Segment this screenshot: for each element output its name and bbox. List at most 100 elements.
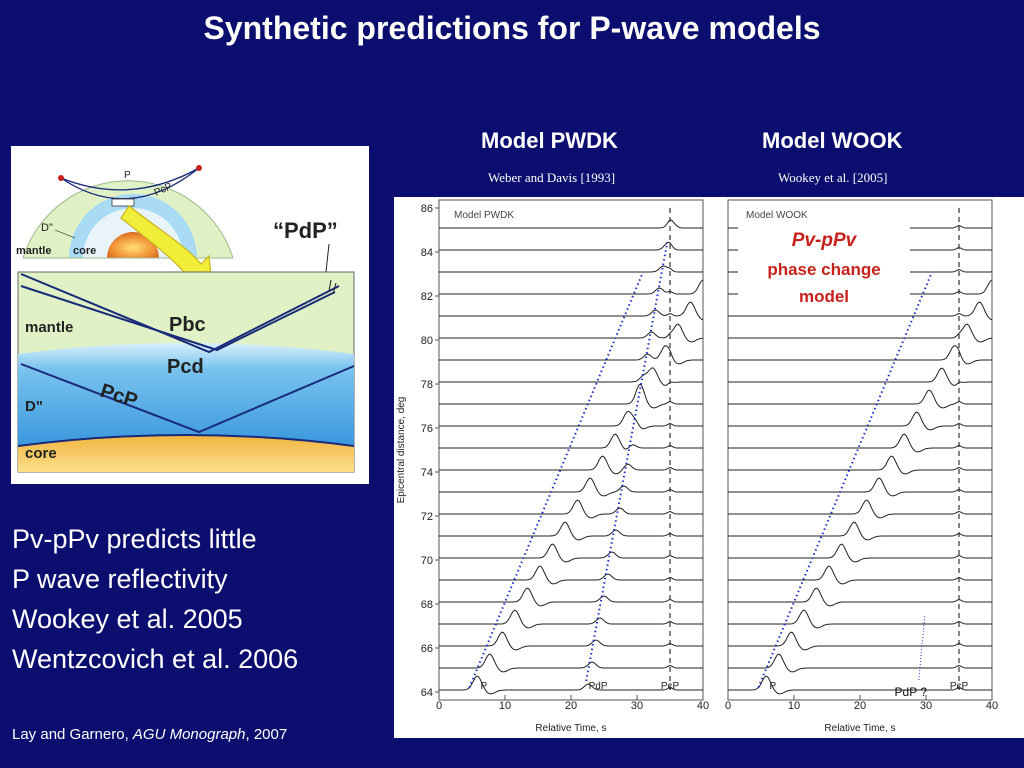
phase-label-pwdk: PdP bbox=[589, 681, 608, 692]
seismogram-trace-pwdk bbox=[439, 433, 703, 450]
seismogram-trace-pwdk bbox=[439, 675, 703, 695]
y-tick-label-pwdk: 66 bbox=[421, 643, 433, 655]
x-tick-label-wook: 10 bbox=[788, 700, 800, 712]
seismogram-trace-wook bbox=[728, 631, 992, 651]
x-tick-label-wook: 40 bbox=[986, 700, 998, 712]
seismogram-trace-wook bbox=[728, 521, 992, 541]
phase-label-pwdk: P bbox=[481, 681, 488, 692]
x-axis-label-pwdk: Relative Time, s bbox=[535, 723, 606, 734]
seismogram-trace-wook bbox=[728, 543, 992, 563]
seismogram-trace-pwdk bbox=[439, 521, 703, 541]
model-wook-cite: Wookey et al. [2005] bbox=[778, 170, 888, 185]
pdp-quoted-label: “PdP” bbox=[273, 218, 338, 243]
big-label-core: core bbox=[25, 445, 57, 462]
seismogram-trace-wook bbox=[728, 653, 992, 673]
big-label-d2: D" bbox=[25, 398, 43, 415]
inner-title-bg-wook bbox=[742, 206, 834, 220]
annotation-line-3: model bbox=[799, 287, 849, 306]
p-phase-dotted-line-pwdk bbox=[468, 271, 644, 688]
slide-title: Synthetic predictions for P-wave models bbox=[203, 10, 821, 46]
seismogram-trace-wook bbox=[728, 367, 992, 386]
y-axis-label: Epicentral distance, deg bbox=[396, 397, 407, 504]
seismogram-trace-wook bbox=[728, 675, 992, 695]
p-phase-dotted-line-wook bbox=[757, 271, 933, 688]
inner-title-wook: Model WOOK bbox=[746, 210, 808, 221]
seismogram-trace-pwdk bbox=[439, 543, 703, 563]
seismogram-trace-pwdk bbox=[439, 219, 703, 229]
inner-title-pwdk: Model PWDK bbox=[454, 210, 514, 221]
small-label-core: core bbox=[73, 245, 96, 257]
y-tick-label-pwdk: 72 bbox=[421, 511, 433, 523]
record-section-svg: Model PWDK 0 10 20 30 40 Relative Time, s 64 66 6… bbox=[396, 199, 998, 734]
credit-year: , 2007 bbox=[245, 726, 288, 743]
seismogram-trace-pwdk bbox=[439, 367, 703, 386]
core-layer bbox=[18, 435, 354, 472]
seismogram-trace-pwdk bbox=[439, 345, 703, 365]
big-label-pcd: Pcd bbox=[167, 356, 204, 378]
seismogram-trace-wook bbox=[728, 477, 992, 497]
seismogram-trace-wook bbox=[728, 411, 992, 431]
seismogram-trace-wook bbox=[728, 499, 992, 519]
credit-line: Lay and Garnero, AGU Monograph, 2007 bbox=[12, 726, 287, 743]
seismogram-trace-pwdk bbox=[439, 455, 703, 475]
seismogram-trace-pwdk bbox=[439, 383, 703, 409]
record-section-chart: Model PWDK 0 10 20 30 40 Relative Time, s 64 66 6… bbox=[394, 197, 1024, 738]
big-label-pbc: Pbc bbox=[169, 314, 206, 336]
seismogram-trace-wook bbox=[728, 609, 992, 629]
phase-label-wook: P bbox=[770, 681, 777, 692]
small-label-mantle: mantle bbox=[16, 245, 51, 257]
pbc-ray bbox=[20, 273, 340, 354]
annotation-line-1: Pv-pPv bbox=[792, 230, 858, 251]
seismogram-trace-wook bbox=[728, 565, 992, 585]
pdp-question-line bbox=[918, 614, 926, 681]
seismogram-trace-pwdk bbox=[439, 241, 703, 251]
seismogram-trace-pwdk bbox=[439, 631, 703, 651]
model-pwdk-cite: Weber and Davis [1993] bbox=[488, 170, 616, 185]
y-tick-label-pwdk: 68 bbox=[421, 599, 433, 611]
body-text: Pv-pPv predicts little P wave reflectivi… bbox=[12, 519, 298, 679]
x-axis-label-wook: Relative Time, s bbox=[824, 723, 895, 734]
seismogram-trace-pwdk bbox=[439, 279, 704, 295]
body-line-1: Pv-pPv predicts little bbox=[12, 524, 257, 554]
x-tick-label-pwdk: 40 bbox=[697, 700, 709, 712]
x-tick-label-pwdk: 10 bbox=[499, 700, 511, 712]
seismogram-trace-pwdk bbox=[439, 410, 703, 430]
inner-title-bg-pwdk bbox=[453, 206, 545, 220]
model-pwdk-title: Model PWDK bbox=[481, 128, 618, 153]
small-pcp-ray bbox=[60, 167, 200, 200]
body-line-3: Wookey et al. 2005 bbox=[12, 604, 243, 634]
annotation-bg bbox=[738, 225, 910, 311]
annotation-line-2: phase change bbox=[767, 260, 880, 279]
y-tick-label-pwdk: 84 bbox=[421, 247, 433, 259]
zoom-box bbox=[111, 198, 135, 207]
d2-diagram-svg: P PcP D" mantle core “PdP” mantle Pbc Pc… bbox=[16, 165, 355, 473]
y-tick-label-pwdk: 64 bbox=[421, 687, 433, 699]
seismogram-trace-wook bbox=[728, 345, 992, 365]
seismogram-trace-pwdk bbox=[439, 301, 704, 321]
y-tick-label-pwdk: 82 bbox=[421, 291, 433, 303]
seismogram-trace-pwdk bbox=[439, 477, 703, 497]
d2-layer bbox=[18, 343, 354, 446]
seismogram-trace-wook bbox=[728, 455, 992, 475]
big-label-mantle: mantle bbox=[25, 319, 73, 336]
d2-diagram: P PcP D" mantle core “PdP” mantle Pbc Pc… bbox=[11, 146, 369, 484]
x-tick-label-pwdk: 0 bbox=[436, 700, 442, 712]
seismogram-trace-wook bbox=[728, 587, 992, 607]
seismogram-trace-pwdk bbox=[439, 265, 704, 273]
seismogram-trace-pwdk bbox=[439, 653, 703, 673]
seismogram-trace-wook bbox=[728, 323, 993, 343]
y-tick-label-pwdk: 70 bbox=[421, 555, 433, 567]
x-tick-label-wook: 20 bbox=[854, 700, 866, 712]
body-line-4: Wentzcovich et al. 2006 bbox=[12, 644, 299, 674]
y-tick-label-pwdk: 78 bbox=[421, 379, 433, 391]
phase-label-wook: PcP bbox=[950, 681, 969, 692]
model-wook-title: Model WOOK bbox=[762, 128, 903, 153]
receiver-dot bbox=[196, 165, 202, 171]
seismogram-trace-pwdk bbox=[439, 565, 703, 585]
y-tick-label-pwdk: 76 bbox=[421, 423, 433, 435]
y-tick-label-pwdk: 74 bbox=[421, 467, 433, 479]
seismogram-trace-pwdk bbox=[439, 609, 703, 629]
panel-frame-pwdk bbox=[438, 199, 704, 701]
y-tick-label-pwdk: 80 bbox=[421, 335, 433, 347]
small-label-p: P bbox=[124, 170, 131, 181]
